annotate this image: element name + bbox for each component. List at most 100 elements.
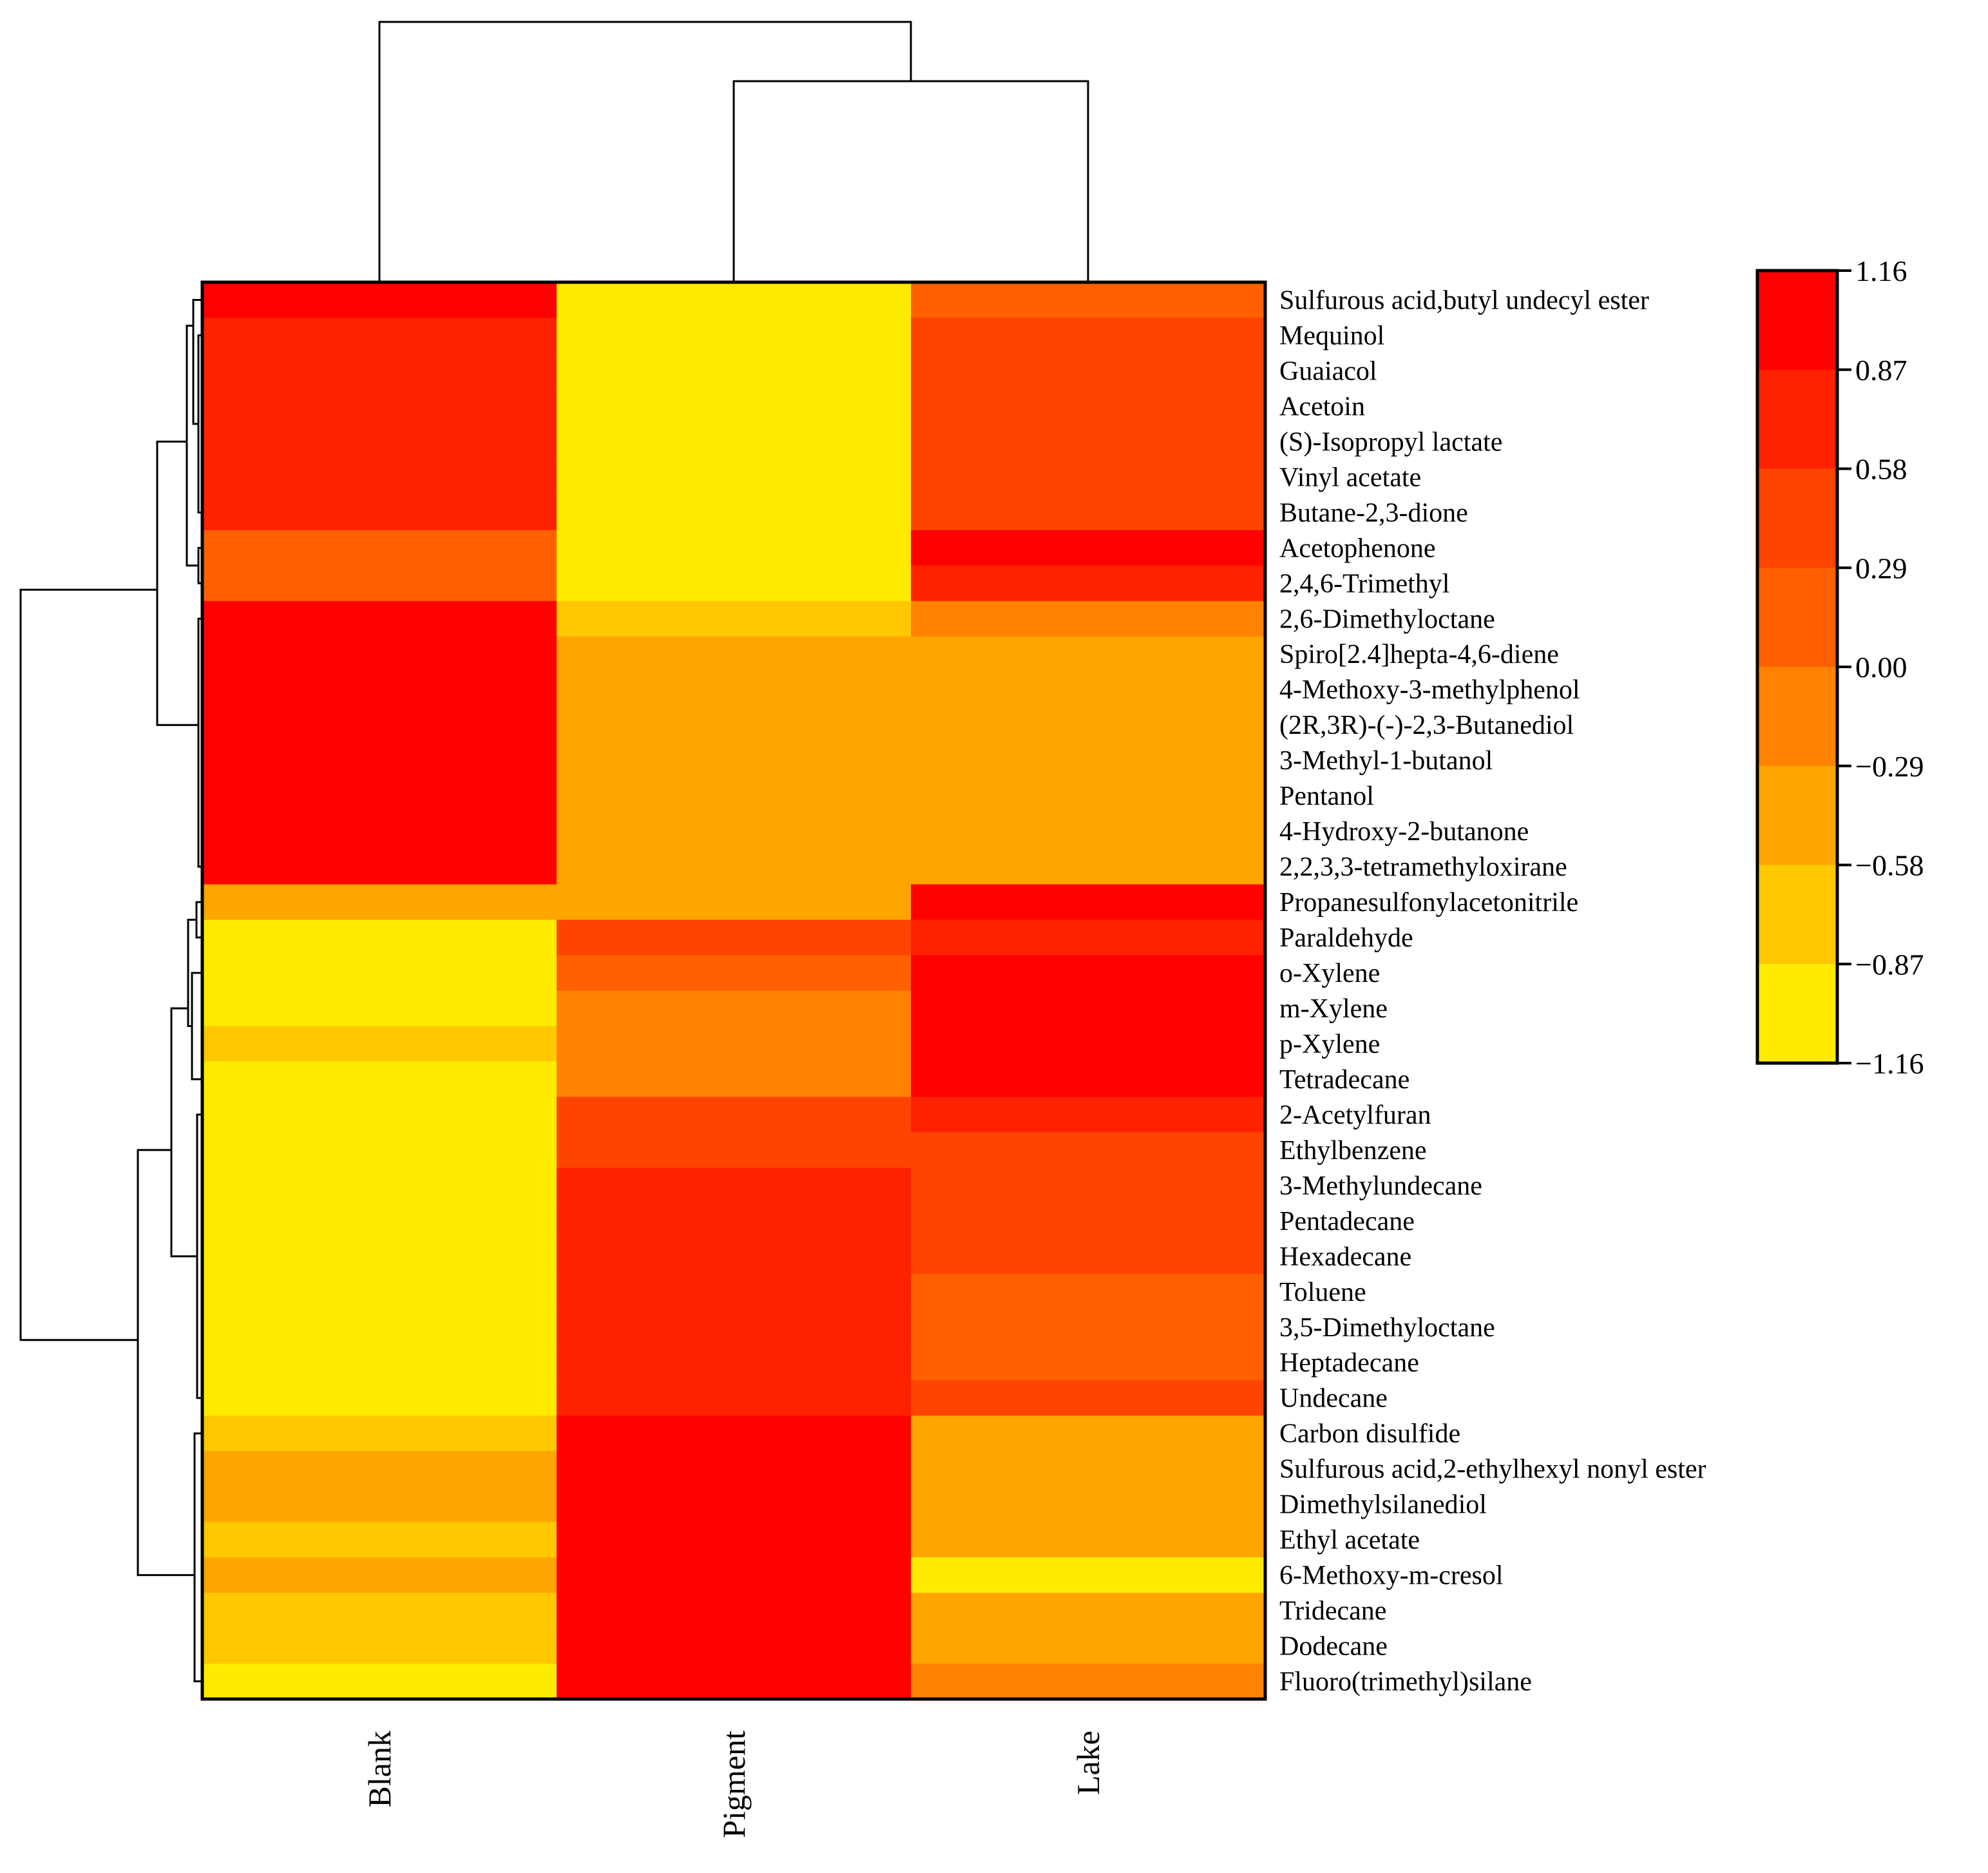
heatmap-cell	[911, 1345, 1266, 1381]
colorbar-tick-label: 0.00	[1855, 651, 1907, 684]
heatmap-cell	[202, 1026, 557, 1062]
heatmap-cell	[911, 388, 1266, 425]
heatmap-cell	[202, 459, 557, 495]
heatmap-cell	[202, 778, 557, 814]
heatmap-cell	[911, 1416, 1266, 1452]
heatmap-cell	[557, 1345, 912, 1381]
heatmap-cell	[202, 1486, 557, 1522]
heatmap-cell	[557, 317, 912, 354]
row-label: Mequinol	[1279, 322, 1384, 351]
heatmap-cell	[911, 671, 1266, 708]
heatmap-cell	[202, 1097, 557, 1133]
colorbar-tick-label: −0.58	[1855, 849, 1924, 882]
heatmap-cell	[557, 1097, 912, 1133]
row-label: Toluene	[1279, 1278, 1366, 1307]
colorbar-band	[1757, 667, 1837, 767]
heatmap-cell	[911, 1486, 1266, 1522]
heatmap-cell	[202, 919, 557, 956]
heatmap-cell	[557, 494, 912, 531]
row-label: Fluoro(trimethyl)silane	[1279, 1667, 1532, 1697]
row-label: Tridecane	[1279, 1597, 1386, 1626]
colorbar-band	[1757, 271, 1837, 370]
heatmap-cell	[557, 600, 912, 637]
heatmap-cell	[202, 813, 557, 850]
heatmap-cell	[911, 990, 1266, 1027]
heatmap-cell	[557, 1026, 912, 1062]
colorbar-band	[1757, 865, 1837, 965]
row-label: Butane-2,3-dione	[1279, 498, 1468, 528]
row-label: 3-Methylundecane	[1279, 1171, 1482, 1201]
heatmap-cell	[911, 636, 1266, 673]
heatmap-cell	[557, 459, 912, 495]
row-label: 4-Hydroxy-2-butanone	[1279, 817, 1529, 847]
colorbar-tick-label: 0.87	[1855, 354, 1907, 387]
heatmap-cell	[911, 1026, 1266, 1062]
row-label: Carbon disulfide	[1279, 1419, 1460, 1449]
heatmap-cell	[911, 600, 1266, 637]
heatmap-cell	[557, 1380, 912, 1416]
row-label: Dimethylsilanediol	[1279, 1490, 1487, 1520]
heatmap-cell	[202, 1593, 557, 1629]
colorbar-band	[1757, 369, 1837, 470]
row-label: Propanesulfonylacetonitrile	[1279, 888, 1578, 917]
row-label: Hexadecane	[1279, 1242, 1411, 1272]
heatmap-cell	[911, 423, 1266, 460]
row-label: 4-Methoxy-3-methylphenol	[1279, 675, 1580, 705]
heatmap-cell	[202, 1664, 557, 1700]
row-label: Acetoin	[1279, 392, 1365, 421]
heatmap-cell	[202, 990, 557, 1027]
heatmap-cell	[202, 955, 557, 992]
heatmap-cell	[911, 919, 1266, 956]
row-label: 2,6-Dimethyloctane	[1279, 604, 1495, 634]
row-label: 2-Acetylfuran	[1279, 1100, 1431, 1130]
heatmap-cell	[557, 1451, 912, 1487]
heatmap-cell	[557, 1132, 912, 1168]
heatmap-cell	[911, 1664, 1266, 1700]
heatmap-cell	[557, 1486, 912, 1522]
heatmap-cell	[557, 1593, 912, 1629]
heatmap-cell	[911, 1309, 1266, 1345]
heatmap-cell	[911, 1203, 1266, 1239]
heatmap-cell	[202, 530, 557, 566]
heatmap-cell	[202, 494, 557, 531]
heatmap-cell	[202, 707, 557, 744]
colorbar-band	[1757, 964, 1837, 1064]
heatmap-cell	[557, 1664, 912, 1700]
heatmap-cell	[557, 990, 912, 1027]
row-label: (2R,3R)-(-)-2,3-Butanediol	[1279, 711, 1574, 740]
heatmap-cell	[202, 1380, 557, 1416]
heatmap-cell	[202, 1061, 557, 1098]
heatmap-cell	[911, 707, 1266, 744]
heatmap-cell	[911, 1274, 1266, 1310]
heatmap-cell	[557, 530, 912, 566]
heatmap-cell	[557, 1238, 912, 1274]
row-dendrogram	[19, 298, 201, 1683]
heatmap-cell	[202, 600, 557, 637]
heatmap-cell	[557, 742, 912, 779]
heatmap-cell	[557, 707, 912, 744]
column-labels: Blank Pigment Lake	[361, 1731, 1106, 1838]
heatmap-cell	[911, 352, 1266, 389]
heatmap-cell	[557, 1203, 912, 1239]
heatmap-cell	[557, 636, 912, 673]
heatmap-cell	[911, 1628, 1266, 1664]
row-label: 3-Methyl-1-butanol	[1279, 746, 1493, 776]
heatmap-cell	[911, 1380, 1266, 1416]
heatmap-cell	[557, 778, 912, 814]
heatmap-cell	[911, 459, 1266, 495]
row-label: m-Xylene	[1279, 994, 1388, 1024]
heatmap-cell	[202, 1309, 557, 1345]
heatmap-cell	[911, 494, 1266, 531]
heatmap-cell	[202, 671, 557, 708]
column-label: Pigment	[716, 1731, 752, 1838]
row-label: (S)-Isopropyl lactate	[1279, 427, 1502, 457]
heatmap-cell	[202, 282, 557, 318]
row-label: Sulfurous acid,2-ethylhexyl nonyl ester	[1279, 1455, 1706, 1484]
colorbar-band	[1757, 568, 1837, 668]
heatmap-cell	[202, 1522, 557, 1558]
heatmap-cell	[911, 1522, 1266, 1558]
heatmap-cell	[557, 1309, 912, 1345]
heatmap-cell	[557, 1557, 912, 1593]
row-labels: Sulfurous acid,butyl undecyl ester Mequin…	[1279, 286, 1706, 1697]
heatmap-cell	[202, 1203, 557, 1239]
